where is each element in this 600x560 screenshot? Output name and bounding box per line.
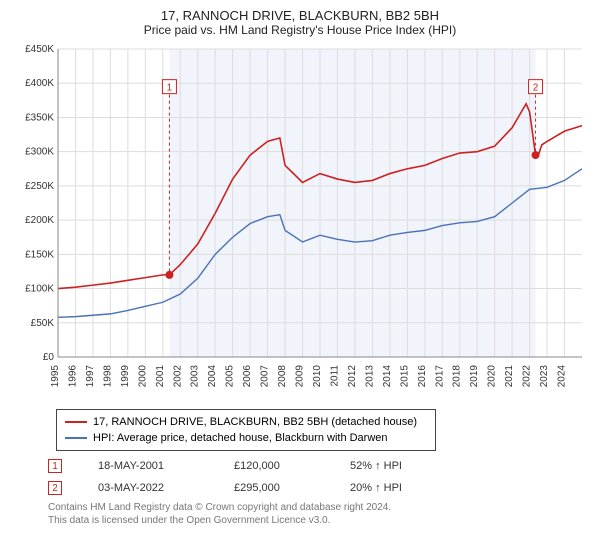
transaction-price: £295,000 <box>234 482 314 494</box>
y-tick-label: £250K <box>25 181 54 192</box>
y-tick-label: £400K <box>25 78 54 89</box>
transaction-date: 18-MAY-2001 <box>98 460 198 472</box>
x-tick-label: 2022 <box>522 365 533 388</box>
legend-swatch <box>65 421 87 423</box>
y-tick-label: £450K <box>25 44 54 55</box>
chart-area: £0 £50K £100K £150K £200K £250K £300K £350K £400… <box>12 43 588 403</box>
legend-swatch <box>65 437 87 439</box>
y-tick-label: £150K <box>25 249 54 260</box>
legend-label: HPI: Average price, detached house, Blac… <box>93 432 388 444</box>
x-tick-label: 2016 <box>417 365 428 388</box>
chart-title: 17, RANNOCH DRIVE, BLACKBURN, BB2 5BH <box>12 8 588 23</box>
x-tick-label: 2011 <box>329 365 340 387</box>
x-tick-label: 2006 <box>242 365 253 388</box>
x-tick-label: 1999 <box>120 365 131 388</box>
chart-container: 17, RANNOCH DRIVE, BLACKBURN, BB2 5BH Pr… <box>0 0 600 560</box>
y-tick-label: £200K <box>25 215 54 226</box>
footer-attribution: Contains HM Land Registry data © Crown c… <box>48 501 588 527</box>
transaction-date: 03-MAY-2022 <box>98 482 198 494</box>
y-tick-label: £300K <box>25 147 54 158</box>
line-chart-svg: £0 £50K £100K £150K £200K £250K £300K £350K £400… <box>12 43 588 403</box>
x-tick-label: 1996 <box>67 365 78 388</box>
x-tick-label: 2000 <box>137 365 148 388</box>
y-tick-label: £350K <box>25 112 54 123</box>
x-tick-label: 2005 <box>225 365 236 388</box>
marker-point <box>165 271 173 279</box>
x-tick-label: 2023 <box>539 365 550 388</box>
transaction-marker-num: 1 <box>48 459 62 473</box>
x-tick-label: 2004 <box>207 365 218 388</box>
x-tick-label: 2007 <box>260 365 271 388</box>
legend: 17, RANNOCH DRIVE, BLACKBURN, BB2 5BH (d… <box>56 409 436 451</box>
x-tick-label: 2024 <box>557 365 568 388</box>
transaction-price: £120,000 <box>234 460 314 472</box>
x-tick-label: 2018 <box>452 365 463 388</box>
x-tick-label: 2020 <box>487 365 498 388</box>
x-tick-label: 2003 <box>190 365 201 388</box>
x-tick-label: 2015 <box>399 365 410 388</box>
transaction-row: 1 18-MAY-2001 £120,000 52% ↑ HPI <box>48 455 588 477</box>
marker-label: 1 <box>167 83 173 94</box>
x-tick-label: 2014 <box>382 365 393 388</box>
x-tick-label: 2021 <box>504 365 515 388</box>
transaction-rel-hpi: 52% ↑ HPI <box>350 460 440 472</box>
y-tick-label: £50K <box>31 318 55 329</box>
chart-subtitle: Price paid vs. HM Land Registry's House … <box>12 23 588 37</box>
x-tick-label: 2017 <box>434 365 445 388</box>
x-tick-label: 2010 <box>312 365 323 388</box>
transaction-rel-hpi: 20% ↑ HPI <box>350 482 440 494</box>
transaction-table: 1 18-MAY-2001 £120,000 52% ↑ HPI 2 03-MAY-202… <box>48 455 588 499</box>
transaction-row: 2 03-MAY-2022 £295,000 20% ↑ HPI <box>48 477 588 499</box>
x-tick-label: 1997 <box>85 365 96 388</box>
x-tick-label: 2013 <box>364 365 375 388</box>
x-tick-label: 2008 <box>277 365 288 388</box>
footer-line-2: This data is licensed under the Open Gov… <box>48 514 588 527</box>
marker-point <box>532 151 540 159</box>
x-tick-label: 2002 <box>172 365 183 388</box>
transaction-marker-num: 2 <box>48 481 62 495</box>
x-tick-label: 1998 <box>102 365 113 388</box>
x-tick-label: 2001 <box>155 365 166 388</box>
y-tick-label: £0 <box>43 352 55 363</box>
legend-row: HPI: Average price, detached house, Blac… <box>65 430 427 446</box>
x-tick-label: 2019 <box>469 365 480 388</box>
y-tick-label: £100K <box>25 284 54 295</box>
x-tick-label: 1995 <box>50 365 61 388</box>
x-tick-label: 2012 <box>347 365 358 388</box>
marker-label: 2 <box>533 83 539 94</box>
x-tick-label: 2009 <box>295 365 306 388</box>
legend-row: 17, RANNOCH DRIVE, BLACKBURN, BB2 5BH (d… <box>65 414 427 430</box>
footer-line-1: Contains HM Land Registry data © Crown c… <box>48 501 588 514</box>
legend-label: 17, RANNOCH DRIVE, BLACKBURN, BB2 5BH (d… <box>93 416 417 428</box>
